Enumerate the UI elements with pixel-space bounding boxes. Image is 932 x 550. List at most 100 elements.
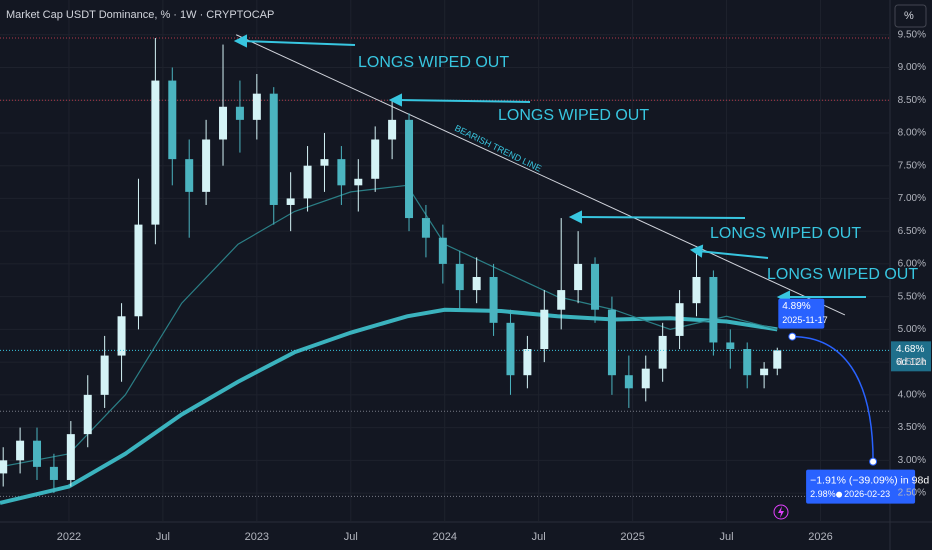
candle-body (574, 263, 583, 291)
unit-button-label[interactable]: % (904, 10, 914, 22)
candle-body (421, 218, 430, 238)
candle-body (557, 290, 566, 310)
marker-date: 2025-11-17 (782, 315, 827, 325)
candle-body (591, 263, 600, 310)
projection-point (869, 457, 878, 466)
candle-body (540, 309, 549, 350)
candle-body (760, 368, 769, 376)
x-tick-label: Jul (720, 531, 734, 543)
candle-body (692, 276, 701, 304)
y-tick-label: 6.00% (898, 259, 926, 270)
projection-change: −1.91% (−39.09%) in 98d (810, 474, 929, 486)
arrowhead (568, 210, 582, 224)
last-price-label: 4.68% (896, 344, 924, 355)
y-tick-label: 4.50% (898, 357, 926, 368)
y-tick-label: 5.50% (898, 291, 926, 302)
y-tick-label: 3.00% (898, 455, 926, 466)
candle-body (388, 119, 397, 140)
event-icon-bolt (778, 506, 784, 518)
x-tick-label: 2023 (245, 531, 269, 543)
candle-body (303, 165, 312, 199)
y-tick-label: 7.50% (898, 160, 926, 171)
projection-box (806, 469, 916, 504)
candle-body (83, 394, 92, 435)
candle-body (185, 159, 194, 192)
y-tick-label: 8.00% (898, 128, 926, 139)
line (0, 307, 778, 505)
candle-body (0, 460, 8, 474)
x-tick-label: Jul (344, 531, 358, 543)
x-tick-label: Jul (156, 531, 170, 543)
candle-body (134, 224, 143, 317)
candle-body (675, 303, 684, 336)
x-tick-label: 2024 (432, 531, 456, 543)
candle-body (202, 139, 211, 192)
candle-body (624, 375, 633, 389)
y-tick-label: 2.50% (898, 488, 926, 499)
unit-button[interactable] (894, 4, 927, 28)
candle-body (235, 106, 244, 120)
y-tick-label: 8.50% (898, 95, 926, 106)
marker-label: 4.89% (782, 301, 810, 312)
candle-body (726, 342, 735, 350)
candle-body (66, 434, 75, 480)
candle-body (438, 237, 447, 264)
candle-body (33, 440, 42, 467)
candle-body (658, 335, 667, 369)
marker-box (778, 298, 825, 329)
candle-body (489, 276, 498, 323)
candle-body (117, 316, 126, 356)
y-tick-label: 9.50% (898, 29, 926, 40)
y-tick-label: 9.00% (898, 62, 926, 73)
x-tick-label: 2026 (808, 531, 832, 543)
y-tick-label: 7.00% (898, 193, 926, 204)
annotation: LONGS WIPED OUT (498, 107, 649, 124)
candle-body (472, 276, 481, 291)
annotation: LONGS WIPED OUT (767, 266, 918, 283)
projection-value: 2.98% (810, 489, 836, 499)
x-tick-label: Jul (532, 531, 546, 543)
candle-body (607, 309, 616, 376)
annotation: LONGS WIPED OUT (358, 54, 509, 71)
arrowhead (689, 244, 704, 258)
projection-curve (792, 335, 874, 462)
candle-body (337, 159, 346, 186)
candle-body (523, 349, 532, 376)
candle-body (269, 93, 278, 205)
date-dot (836, 491, 843, 498)
line (235, 34, 846, 316)
candle-body (320, 159, 329, 166)
candle-body (16, 440, 25, 461)
arrowhead (388, 93, 402, 107)
candle-body (506, 322, 515, 376)
annotation: LONGS WIPED OUT (710, 225, 861, 242)
arrow (396, 99, 531, 103)
candle-body (371, 139, 380, 179)
y-tick-label: 3.50% (898, 422, 926, 433)
arrow (576, 216, 746, 219)
x-tick-label: 2022 (57, 531, 81, 543)
x-tick-label: 2025 (620, 531, 644, 543)
y-tick-label: 5.00% (898, 324, 926, 335)
candle-body (168, 80, 177, 160)
candle-body (286, 198, 295, 205)
candle-body (219, 106, 228, 140)
candle-body (151, 80, 160, 225)
candle-body (743, 349, 752, 376)
candle-body (252, 93, 261, 120)
projection-date: 2026-02-23 (844, 489, 890, 499)
candle-body (100, 355, 109, 395)
chart-title: Market Cap USDT Dominance, % · 1W · CRYP… (6, 9, 274, 21)
candle-body (709, 276, 718, 343)
arrow (241, 40, 356, 46)
candle-body (49, 466, 58, 480)
candle-body (405, 119, 414, 219)
arrowhead (233, 34, 247, 48)
y-tick-label: 6.50% (898, 226, 926, 237)
candle-body (773, 350, 782, 369)
last-price-box (891, 341, 931, 372)
y-tick-label: 4.00% (898, 389, 926, 400)
candle-body (354, 178, 363, 186)
countdown-label: 6d 12h (896, 357, 927, 368)
event-icon[interactable] (773, 504, 789, 520)
